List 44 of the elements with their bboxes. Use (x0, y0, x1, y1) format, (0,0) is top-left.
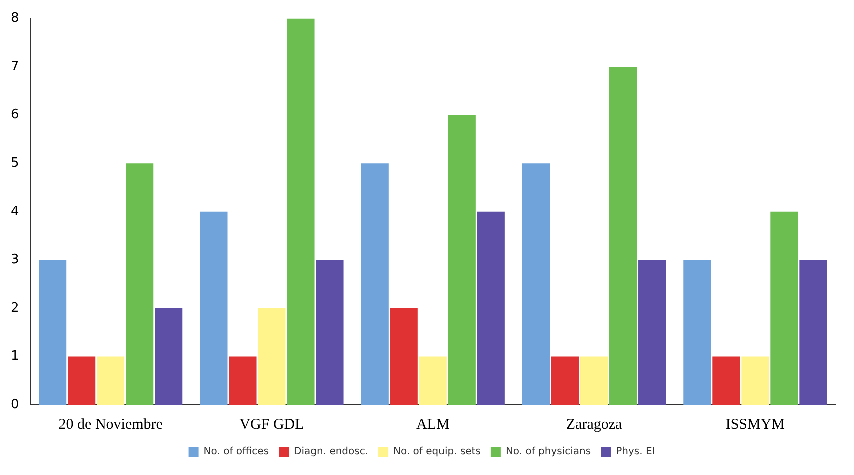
bar (316, 260, 344, 405)
legend-label: Phys. EI (616, 446, 656, 458)
x-tick-label: 20 de Noviembre (58, 416, 164, 433)
bar (551, 356, 580, 405)
x-tick-label: ISSMYM (726, 416, 786, 433)
bar (638, 260, 666, 405)
bar (361, 164, 389, 405)
bar (610, 67, 638, 405)
bar (712, 356, 740, 405)
legend-label: No. of physicians (506, 446, 592, 458)
legend-label: No. of offices (204, 446, 270, 458)
bar (39, 260, 67, 405)
bar (419, 356, 447, 405)
y-tick-label: 4 (10, 204, 20, 220)
y-tick-label: 2 (10, 300, 20, 316)
bar (477, 212, 505, 405)
legend-label: No. of equip. sets (394, 446, 481, 458)
bar (97, 356, 125, 405)
bar (258, 308, 286, 405)
bar (742, 356, 770, 405)
bar (390, 308, 418, 405)
y-tick-label: 3 (10, 252, 20, 268)
x-tick-label: Zaragoza (566, 416, 623, 433)
y-tick-label: 8 (10, 11, 20, 26)
bar (287, 18, 315, 405)
y-tick-label: 5 (10, 156, 20, 171)
bar (229, 356, 257, 405)
y-tick-label: 0 (10, 397, 20, 412)
bar (770, 212, 798, 405)
y-tick-label: 1 (10, 349, 20, 364)
legend-label: Diagn. endosc. (294, 446, 369, 458)
bar (800, 260, 828, 405)
bar (68, 356, 96, 405)
bar (126, 164, 154, 405)
bar (448, 115, 476, 405)
y-tick-label: 7 (10, 59, 20, 74)
y-tick-label: 6 (10, 108, 20, 123)
x-tick-label: ALM (416, 416, 450, 433)
x-tick-label: VGF GDL (240, 416, 304, 433)
bar (200, 212, 228, 405)
bar (155, 308, 183, 405)
bar (684, 260, 712, 405)
bar (580, 356, 608, 405)
bar (522, 164, 550, 405)
